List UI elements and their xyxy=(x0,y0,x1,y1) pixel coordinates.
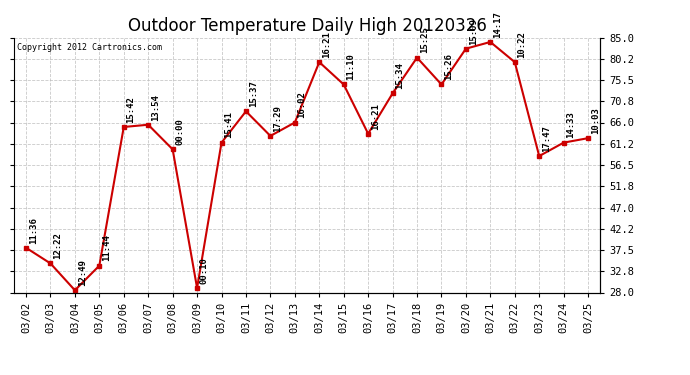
Text: 13:54: 13:54 xyxy=(151,94,160,121)
Text: 14:33: 14:33 xyxy=(566,112,575,138)
Text: 16:21: 16:21 xyxy=(322,31,331,58)
Text: 14:17: 14:17 xyxy=(493,11,502,38)
Text: 16:02: 16:02 xyxy=(297,92,306,118)
Text: 15:42: 15:42 xyxy=(126,96,135,123)
Text: 15:41: 15:41 xyxy=(224,112,233,138)
Text: 15:09: 15:09 xyxy=(469,18,477,45)
Text: 11:36: 11:36 xyxy=(29,217,38,244)
Text: 00:10: 00:10 xyxy=(200,257,209,284)
Title: Outdoor Temperature Daily High 20120326: Outdoor Temperature Daily High 20120326 xyxy=(128,16,486,34)
Text: 16:21: 16:21 xyxy=(371,103,380,129)
Text: Copyright 2012 Cartronics.com: Copyright 2012 Cartronics.com xyxy=(17,43,161,52)
Text: 11:10: 11:10 xyxy=(346,53,355,80)
Text: 15:37: 15:37 xyxy=(248,80,258,107)
Text: 10:03: 10:03 xyxy=(591,107,600,134)
Text: 15:26: 15:26 xyxy=(444,53,453,80)
Text: 17:47: 17:47 xyxy=(542,125,551,152)
Text: 12:49: 12:49 xyxy=(78,259,87,286)
Text: 15:34: 15:34 xyxy=(395,62,404,89)
Text: 11:44: 11:44 xyxy=(102,235,111,261)
Text: 00:00: 00:00 xyxy=(175,118,184,145)
Text: 17:29: 17:29 xyxy=(273,105,282,132)
Text: 12:22: 12:22 xyxy=(53,232,62,259)
Text: 10:22: 10:22 xyxy=(518,31,526,58)
Text: 15:25: 15:25 xyxy=(420,27,428,54)
